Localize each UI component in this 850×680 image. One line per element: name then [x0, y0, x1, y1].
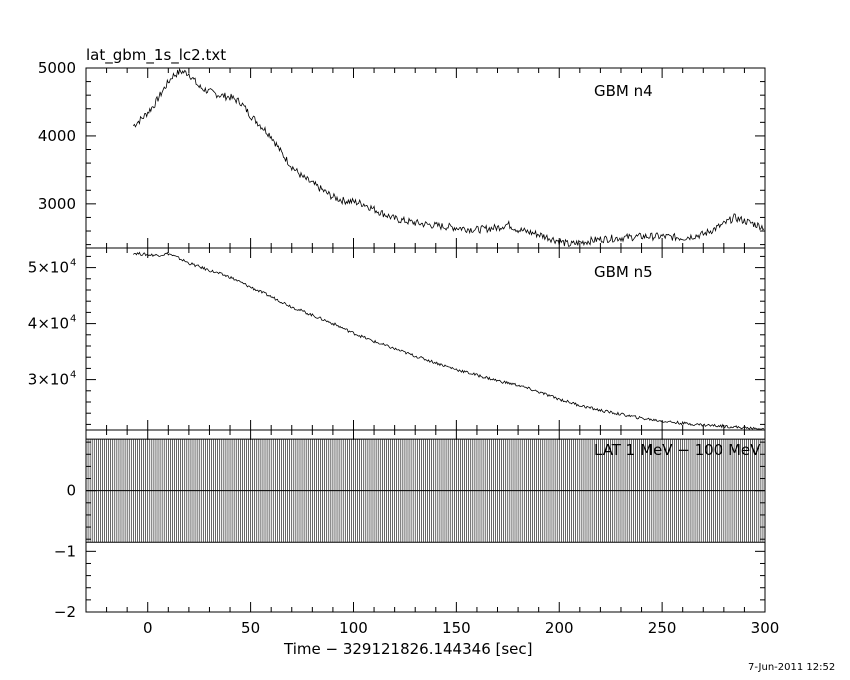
y-tick-label: −1 — [54, 542, 76, 560]
series-line-gbm-n4 — [132, 67, 765, 247]
y-tick-label: 3×10 — [28, 371, 69, 389]
y-tick-label: 5000 — [38, 59, 76, 77]
y-tick-label: 4×10 — [28, 315, 69, 333]
x-tick-label: 0 — [143, 619, 153, 637]
x-tick-label: 100 — [339, 619, 368, 637]
panel-label-lat: LAT 1 MeV − 100 MeV — [594, 441, 761, 459]
y-tick-exponent: 4 — [70, 314, 76, 325]
panel-frame — [85, 67, 766, 249]
y-tick-exponent: 4 — [70, 258, 76, 269]
x-tick-label: 250 — [648, 619, 677, 637]
y-tick-label: 4000 — [38, 127, 76, 145]
panel-label-gbm-n5: GBM n5 — [594, 263, 653, 281]
x-tick-label: 50 — [241, 619, 260, 637]
y-tick-label: 3000 — [38, 195, 76, 213]
y-tick-label: 5×10 — [28, 259, 69, 277]
x-tick-label: 150 — [442, 619, 471, 637]
timestamp: 7-Jun-2011 12:52 — [748, 662, 836, 673]
y-tick-exponent: 4 — [70, 370, 76, 381]
series-line-gbm-n5 — [133, 251, 765, 430]
panel-frame — [85, 247, 766, 431]
y-tick-label: 0 — [66, 482, 76, 500]
chart-title: lat_gbm_1s_lc2.txt — [86, 46, 227, 64]
x-tick-label: 300 — [751, 619, 780, 637]
data-series — [85, 67, 766, 543]
x-axis-label: Time − 329121826.144346 [sec] — [284, 640, 533, 658]
x-tick-label: 200 — [545, 619, 574, 637]
y-tick-label: −2 — [54, 603, 76, 621]
panel-label-gbm-n4: GBM n4 — [594, 82, 653, 100]
